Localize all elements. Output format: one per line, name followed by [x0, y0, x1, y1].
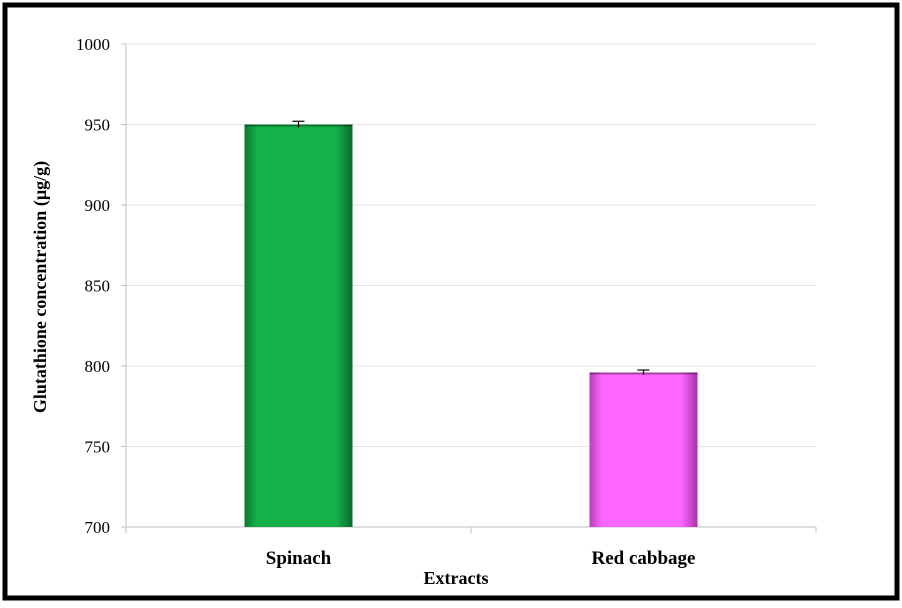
y-tick-label: 800	[85, 357, 111, 376]
bar-rect	[589, 372, 698, 527]
y-tick-label: 850	[85, 277, 111, 296]
bar-red-cabbage	[589, 369, 698, 527]
x-axis-title: Extracts	[424, 568, 489, 588]
gridlines	[121, 43, 817, 533]
x-tick-labels: Spinach Red cabbage	[266, 548, 696, 569]
y-tick-label: 700	[85, 518, 111, 537]
y-tick-label: 950	[85, 116, 111, 135]
x-tick-label: Spinach	[266, 548, 332, 569]
axes	[125, 44, 816, 528]
y-tick-label: 900	[85, 196, 111, 215]
y-tick-label: 1000	[76, 35, 110, 54]
y-axis-title: Glutathione concentration (µg/g)	[30, 161, 51, 413]
bar-rect	[244, 124, 353, 527]
bar-spinach	[244, 120, 353, 527]
bars	[244, 120, 698, 527]
y-tick-label: 750	[85, 438, 111, 457]
x-tick-label: Red cabbage	[592, 548, 696, 569]
y-tick-labels: 700 750 800 850 900 950 1000	[76, 35, 110, 537]
